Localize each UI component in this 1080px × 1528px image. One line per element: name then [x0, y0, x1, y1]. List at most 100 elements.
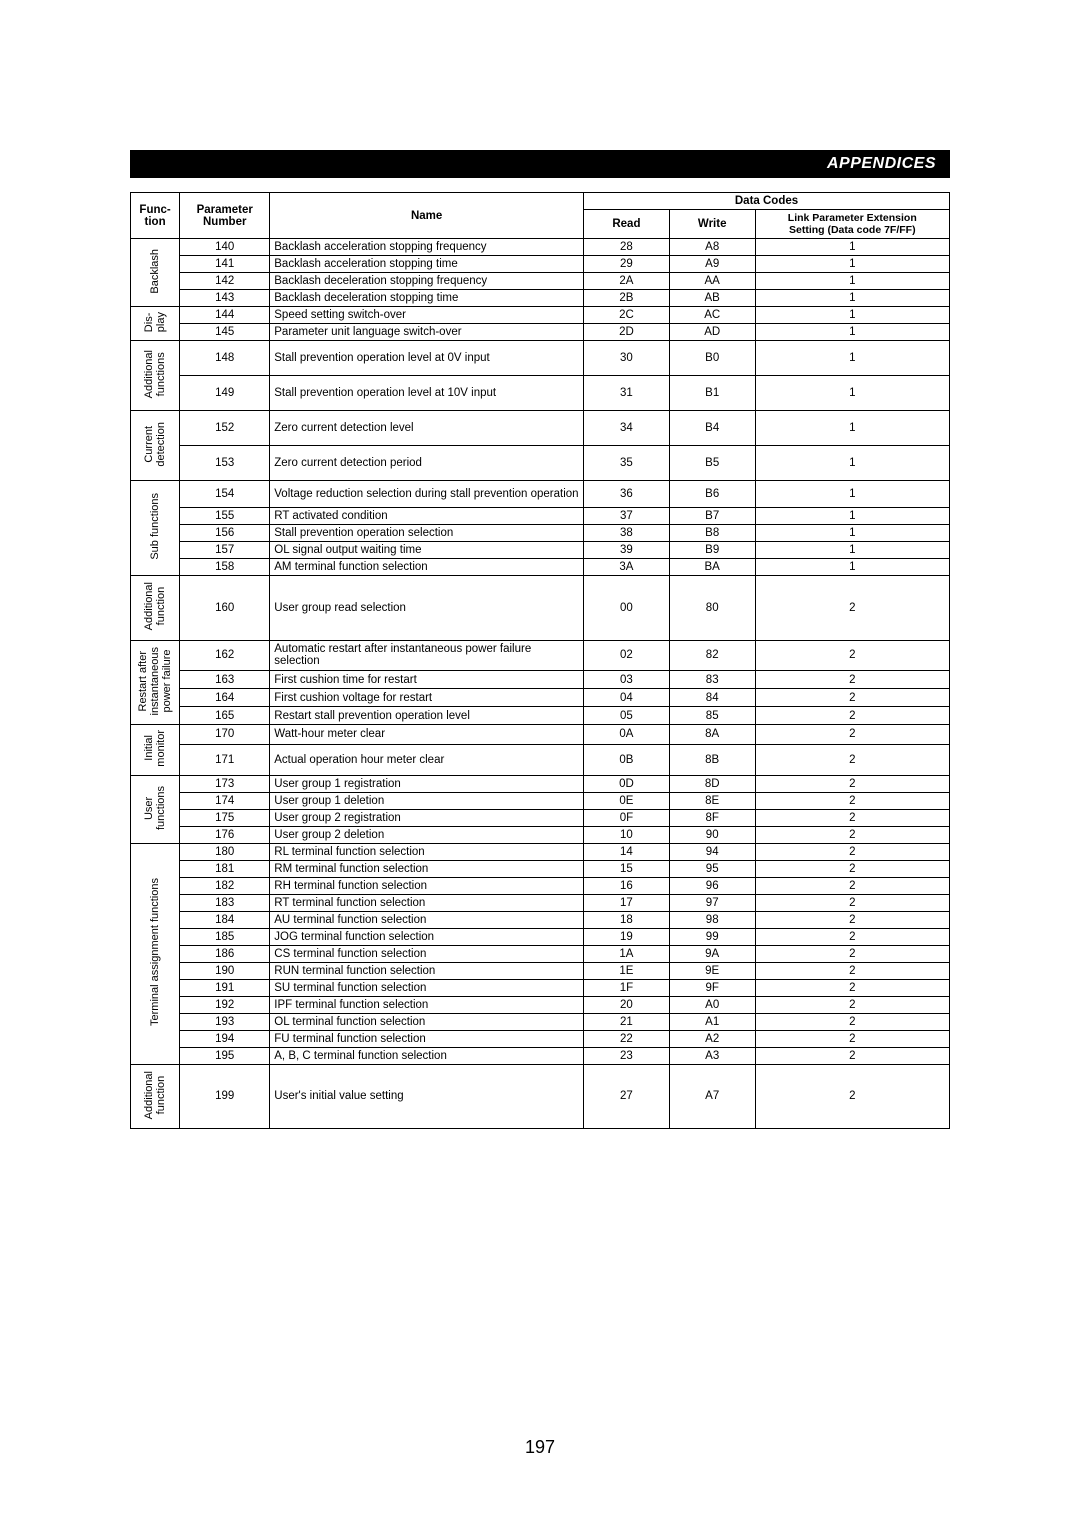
table-row: 184AU terminal function selection18982	[131, 911, 950, 928]
write-cell: 8E	[669, 792, 755, 809]
ext-cell: 1	[755, 307, 949, 324]
write-cell: 84	[669, 689, 755, 707]
write-cell: A1	[669, 1013, 755, 1030]
function-category-label: Additional function	[143, 1067, 167, 1123]
read-cell: 21	[584, 1013, 670, 1030]
write-cell: 97	[669, 894, 755, 911]
ext-cell: 1	[755, 508, 949, 525]
table-body: Backlash140Backlash acceleration stoppin…	[131, 239, 950, 1129]
table-row: 185JOG terminal function selection19992	[131, 928, 950, 945]
ext-cell: 1	[755, 239, 949, 256]
table-row: 165Restart stall prevention operation le…	[131, 707, 950, 725]
name-cell: Backlash deceleration stopping time	[270, 290, 584, 307]
table-row: 190RUN terminal function selection1E9E2	[131, 962, 950, 979]
parameter-number-cell: 160	[180, 576, 270, 640]
table-row: 186CS terminal function selection1A9A2	[131, 945, 950, 962]
parameter-number-cell: 185	[180, 928, 270, 945]
read-cell: 0A	[584, 725, 670, 745]
name-cell: OL signal output waiting time	[270, 542, 584, 559]
col-name: Name	[270, 193, 584, 239]
ext-cell: 2	[755, 1030, 949, 1047]
table-row: 142Backlash deceleration stopping freque…	[131, 273, 950, 290]
write-cell: A7	[669, 1064, 755, 1128]
table-row: Backlash140Backlash acceleration stoppin…	[131, 239, 950, 256]
ext-cell: 1	[755, 273, 949, 290]
parameter-table: Func- tion Parameter Number Name Data Co…	[130, 192, 950, 1129]
write-cell: B7	[669, 508, 755, 525]
section-header-bar: APPENDICES	[130, 150, 950, 178]
write-cell: B4	[669, 411, 755, 446]
write-cell: AB	[669, 290, 755, 307]
write-cell: 8B	[669, 744, 755, 775]
write-cell: B9	[669, 542, 755, 559]
col-parameter-number: Parameter Number	[180, 193, 270, 239]
table-row: 163First cushion time for restart03832	[131, 671, 950, 689]
function-category-label: Additional functions	[143, 346, 167, 402]
ext-cell: 2	[755, 928, 949, 945]
function-category-cell: Current detection	[131, 411, 180, 481]
ext-cell: 1	[755, 481, 949, 508]
ext-cell: 1	[755, 341, 949, 376]
read-cell: 2A	[584, 273, 670, 290]
name-cell: Stall prevention operation level at 0V i…	[270, 341, 584, 376]
write-cell: 8A	[669, 725, 755, 745]
function-category-cell: Backlash	[131, 239, 180, 307]
write-cell: A8	[669, 239, 755, 256]
head-row-1: Func- tion Parameter Number Name Data Co…	[131, 193, 950, 210]
ext-cell: 2	[755, 725, 949, 745]
ext-cell: 2	[755, 843, 949, 860]
write-cell: A9	[669, 256, 755, 273]
read-cell: 17	[584, 894, 670, 911]
name-cell: IPF terminal function selection	[270, 996, 584, 1013]
function-category-label: Additional function	[143, 578, 167, 634]
name-cell: User group 1 deletion	[270, 792, 584, 809]
parameter-number-cell: 183	[180, 894, 270, 911]
write-cell: 80	[669, 576, 755, 640]
table-row: 182RH terminal function selection16962	[131, 877, 950, 894]
parameter-number-cell: 164	[180, 689, 270, 707]
ext-cell: 1	[755, 542, 949, 559]
col-write: Write	[669, 210, 755, 239]
read-cell: 37	[584, 508, 670, 525]
parameter-number-cell: 171	[180, 744, 270, 775]
parameter-number-cell: 184	[180, 911, 270, 928]
parameter-number-cell: 155	[180, 508, 270, 525]
name-cell: Actual operation hour meter clear	[270, 744, 584, 775]
table-row: 143Backlash deceleration stopping time2B…	[131, 290, 950, 307]
function-category-cell: Sub functions	[131, 481, 180, 576]
parameter-number-cell: 140	[180, 239, 270, 256]
name-cell: First cushion time for restart	[270, 671, 584, 689]
function-category-label: Terminal assignment functions	[149, 874, 161, 1030]
ext-cell: 2	[755, 1013, 949, 1030]
page: APPENDICES Func- tion Parameter Number N…	[0, 0, 1080, 1528]
ext-cell: 1	[755, 376, 949, 411]
table-row: 175User group 2 registration0F8F2	[131, 809, 950, 826]
read-cell: 31	[584, 376, 670, 411]
function-category-label: User functions	[143, 782, 167, 834]
ext-cell: 2	[755, 744, 949, 775]
read-cell: 15	[584, 860, 670, 877]
table-row: Dis- play144Speed setting switch-over2CA…	[131, 307, 950, 324]
name-cell: Restart stall prevention operation level	[270, 707, 584, 725]
name-cell: RL terminal function selection	[270, 843, 584, 860]
name-cell: Backlash deceleration stopping frequency	[270, 273, 584, 290]
ext-cell: 2	[755, 792, 949, 809]
name-cell: AM terminal function selection	[270, 559, 584, 576]
name-cell: Watt-hour meter clear	[270, 725, 584, 745]
name-cell: FU terminal function selection	[270, 1030, 584, 1047]
table-row: 193OL terminal function selection21A12	[131, 1013, 950, 1030]
name-cell: Backlash acceleration stopping time	[270, 256, 584, 273]
table-row: 174User group 1 deletion0E8E2	[131, 792, 950, 809]
parameter-number-cell: 163	[180, 671, 270, 689]
ext-cell: 2	[755, 775, 949, 792]
name-cell: Zero current detection period	[270, 446, 584, 481]
write-cell: 90	[669, 826, 755, 843]
table-row: 183RT terminal function selection17972	[131, 894, 950, 911]
parameter-number-cell: 173	[180, 775, 270, 792]
name-cell: RUN terminal function selection	[270, 962, 584, 979]
read-cell: 19	[584, 928, 670, 945]
read-cell: 27	[584, 1064, 670, 1128]
table-row: 195A, B, C terminal function selection23…	[131, 1047, 950, 1064]
read-cell: 2C	[584, 307, 670, 324]
col-function: Func- tion	[131, 193, 180, 239]
